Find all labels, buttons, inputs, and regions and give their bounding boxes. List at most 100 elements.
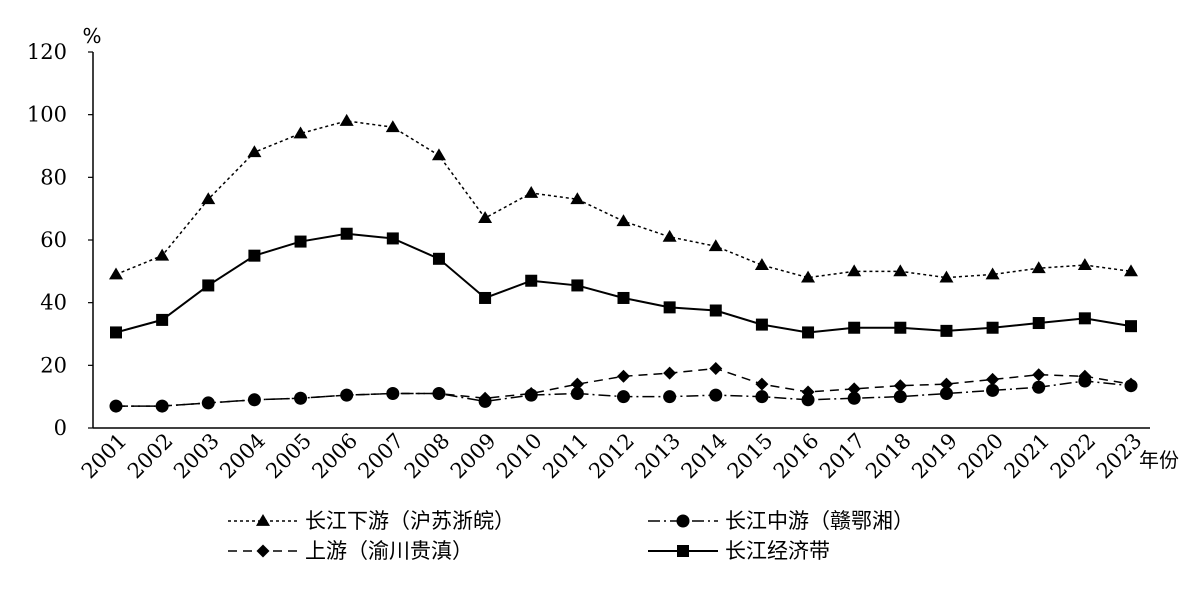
data-point (478, 211, 493, 223)
data-point (432, 387, 446, 401)
data-point (110, 326, 122, 339)
legend-marker (256, 514, 270, 526)
legend-marker (676, 514, 690, 528)
y-tick-label: 20 (40, 353, 67, 377)
data-point (893, 264, 908, 277)
data-point (617, 369, 630, 383)
data-point (1124, 377, 1138, 391)
data-point (709, 361, 723, 375)
data-point (294, 391, 308, 405)
x-tick-label: 2020 (953, 429, 1008, 484)
data-point (570, 192, 585, 205)
x-tick-label: 2005 (261, 429, 316, 484)
data-point (847, 391, 861, 405)
data-point (939, 270, 954, 283)
data-point (385, 120, 400, 133)
legend-label: 长江经济带 (725, 539, 830, 563)
data-point (247, 393, 261, 407)
data-point (847, 264, 862, 277)
series-line (115, 232, 1132, 334)
data-point (893, 379, 907, 393)
data-point (156, 313, 169, 326)
data-point (755, 390, 769, 404)
x-tick-label: 2012 (584, 429, 639, 484)
data-point (1125, 320, 1137, 333)
data-point (201, 396, 215, 410)
data-point (663, 301, 676, 314)
data-point (755, 377, 769, 391)
data-point (801, 385, 815, 399)
series-line (116, 367, 1132, 407)
series-line (115, 120, 1132, 279)
data-point (662, 229, 677, 242)
data-point (340, 227, 353, 240)
data-point (894, 321, 907, 334)
x-tick-label: 2003 (169, 429, 224, 484)
data-point (202, 279, 215, 292)
x-tick-label: 2014 (677, 429, 732, 484)
data-point (709, 388, 723, 402)
x-tick-label: 2008 (400, 429, 455, 484)
data-point (709, 304, 722, 317)
series-4 (110, 227, 1137, 339)
data-point (1077, 258, 1092, 270)
data-point (248, 249, 261, 262)
data-point (893, 390, 907, 404)
y-tick-label: 40 (40, 291, 67, 315)
legend-label: 长江下游（沪苏浙皖） (305, 509, 515, 533)
data-point (525, 274, 538, 287)
data-point (755, 318, 768, 331)
data-point (940, 324, 953, 337)
data-point (985, 267, 1000, 280)
data-point (339, 113, 354, 126)
data-point (616, 214, 631, 227)
data-point (1078, 369, 1092, 383)
data-point (1032, 317, 1045, 330)
data-point (663, 366, 677, 380)
y-tick-label: 120 (27, 40, 67, 64)
data-point (155, 248, 170, 261)
x-tick-label: 2007 (354, 429, 409, 484)
x-tick-label: 2022 (1046, 429, 1101, 484)
y-axis-unit-label: % (82, 24, 101, 48)
x-tick-label: 2009 (446, 429, 501, 484)
legend-label: 长江中游（赣鄂湘） (725, 509, 914, 533)
data-point (294, 235, 307, 248)
data-point (431, 148, 446, 161)
data-point (801, 270, 816, 283)
data-point (340, 388, 354, 402)
data-point (939, 377, 953, 391)
x-tick-label: 2004 (215, 429, 270, 484)
x-tick-label: 2002 (123, 429, 178, 484)
data-point (986, 321, 999, 334)
data-point (524, 387, 538, 401)
legend-item: 长江经济带 (648, 539, 830, 563)
legend-item: 长江中游（赣鄂湘） (648, 509, 914, 533)
data-point (479, 291, 492, 304)
data-point (848, 321, 861, 334)
x-tick-label: 2010 (492, 429, 547, 484)
data-point (432, 252, 445, 265)
data-point (847, 382, 861, 396)
data-point (617, 291, 630, 304)
x-tick-label: 2017 (815, 429, 870, 484)
data-point (754, 258, 769, 270)
data-point (801, 393, 815, 407)
y-tick-label: 80 (40, 165, 67, 189)
data-point (663, 390, 677, 404)
data-point (939, 387, 953, 401)
data-point (986, 372, 1000, 386)
legend-marker (677, 545, 689, 557)
x-tick-label: 2015 (723, 429, 778, 484)
data-point (986, 383, 1000, 397)
data-point (617, 390, 630, 404)
data-point (1032, 380, 1046, 394)
data-point (1032, 368, 1046, 382)
y-tick-label: 60 (40, 228, 67, 252)
x-tick-label: 2016 (769, 429, 824, 484)
x-tick-label: 2011 (538, 429, 593, 484)
data-point (155, 399, 169, 413)
series-1 (109, 113, 1138, 283)
